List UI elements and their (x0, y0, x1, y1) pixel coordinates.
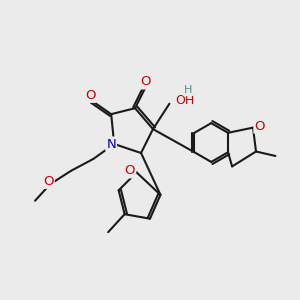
Text: N: N (106, 137, 116, 151)
Text: O: O (125, 164, 135, 177)
Text: O: O (85, 89, 95, 102)
Text: O: O (254, 120, 265, 133)
Text: H: H (184, 85, 192, 95)
Text: O: O (140, 75, 151, 88)
Text: OH: OH (175, 94, 194, 107)
Text: O: O (43, 175, 54, 188)
